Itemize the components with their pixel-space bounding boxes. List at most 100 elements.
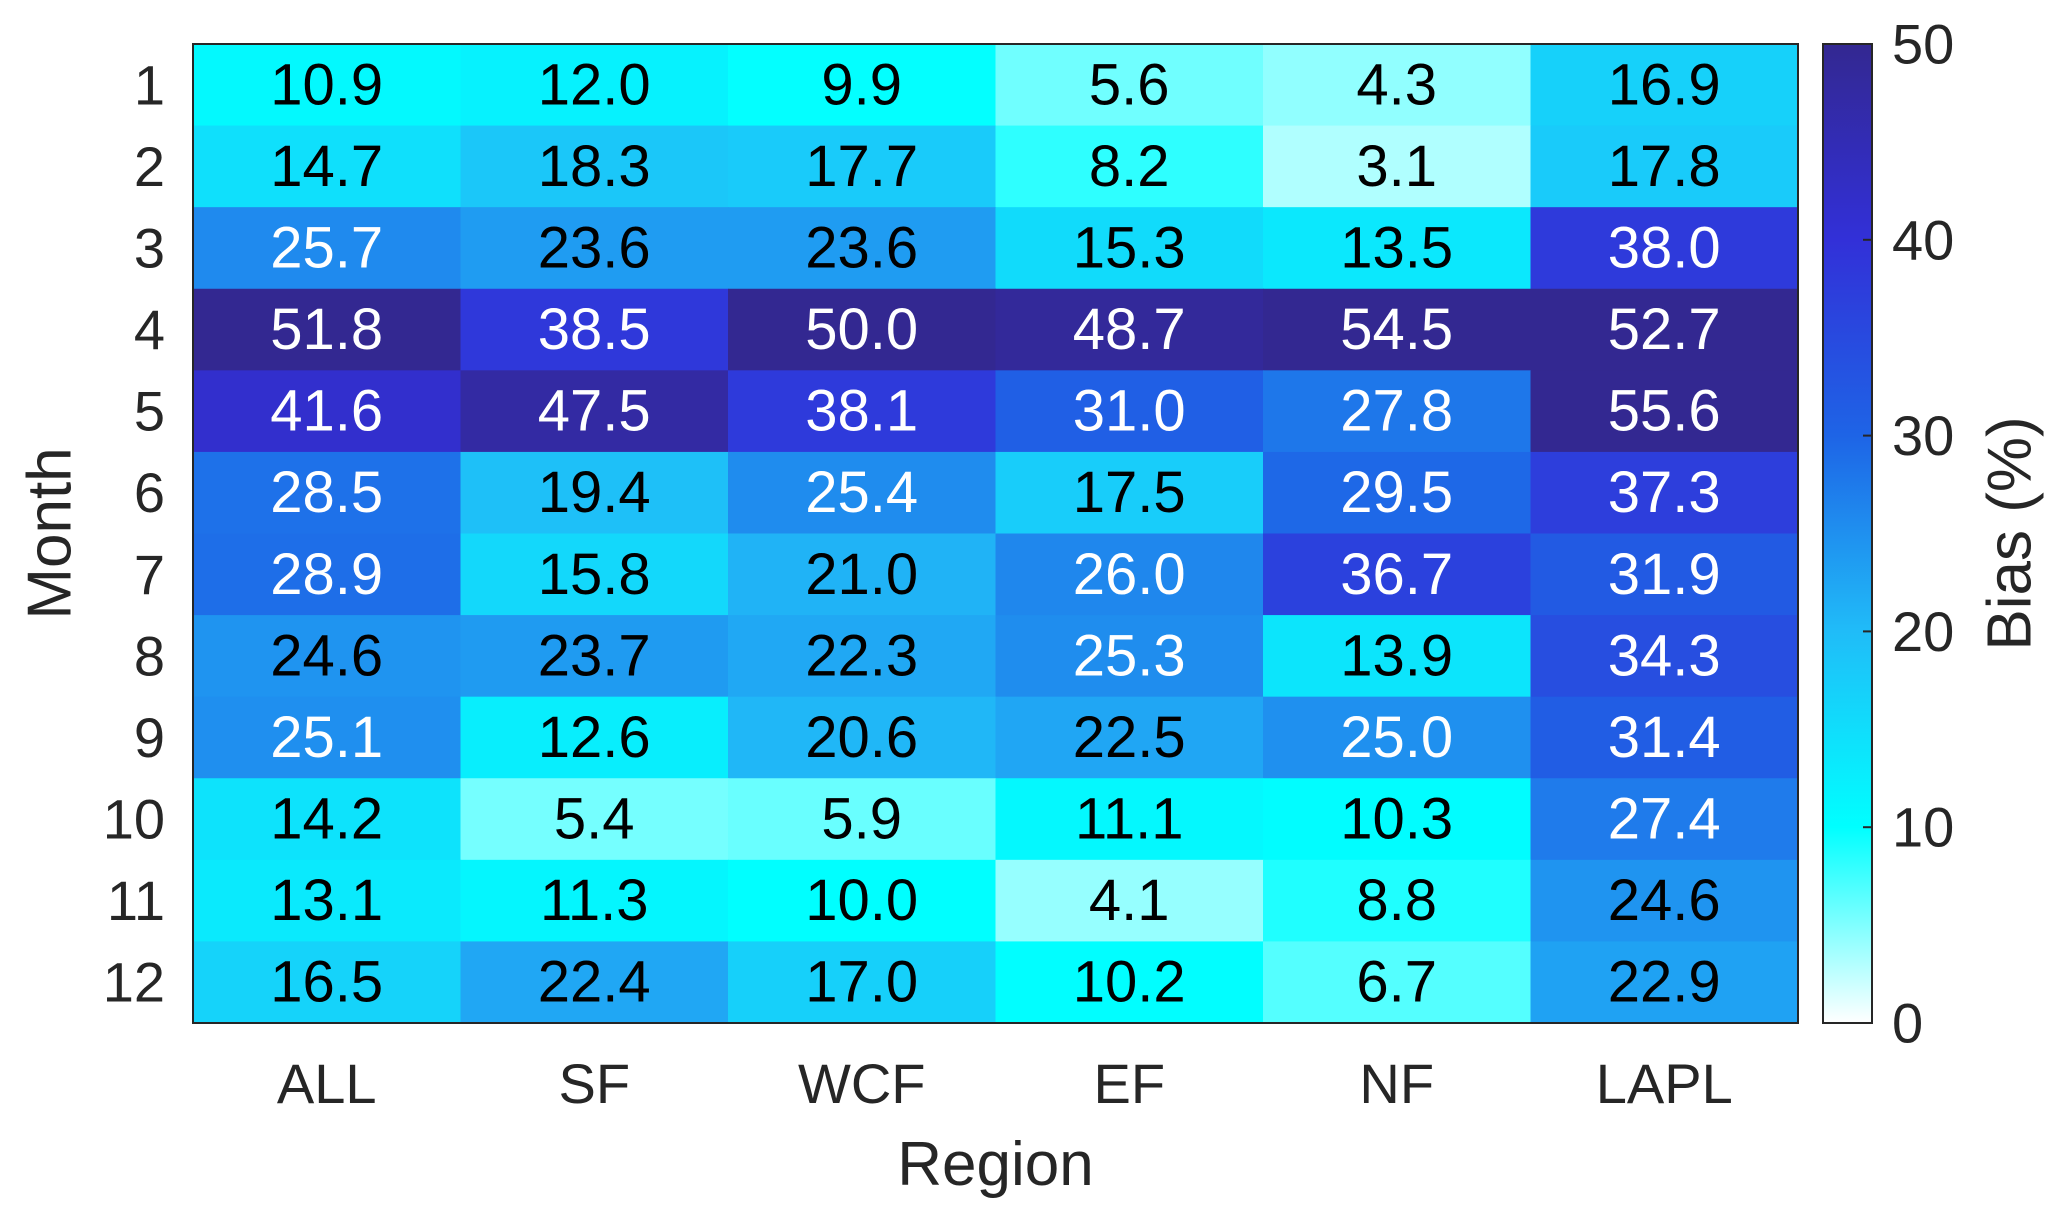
- cell-value-label: 17.8: [1608, 134, 1721, 199]
- heatmap-cell: [1263, 44, 1532, 127]
- heatmap-cell: [995, 533, 1264, 616]
- cell-value-label: 22.3: [805, 623, 918, 688]
- heatmap-cell: [728, 370, 997, 453]
- cell-value-label: 16.5: [270, 950, 383, 1015]
- cell-value-label: 8.2: [1089, 134, 1170, 199]
- heatmap-cell: [995, 859, 1264, 943]
- cell-value-label: 5.6: [1089, 52, 1170, 117]
- heatmap-cell: [1263, 288, 1532, 371]
- cell-value-label: 8.8: [1356, 868, 1437, 933]
- heatmap-cell: [460, 615, 729, 698]
- x-tick-label: EF: [1093, 1052, 1165, 1115]
- heatmap-cell: [460, 451, 729, 535]
- y-tick-label: 1: [134, 53, 165, 116]
- heatmap-cell: [460, 125, 729, 208]
- heatmap-cell: [1530, 533, 1799, 616]
- heatmap-cell: [460, 859, 729, 943]
- y-tick-label: 4: [134, 298, 165, 361]
- colorbar-tick-label: 0: [1892, 992, 1923, 1055]
- heatmap-cell: [728, 451, 997, 535]
- heatmap-cell: [995, 451, 1264, 535]
- cell-value-label: 15.3: [1073, 215, 1186, 280]
- heatmap-cell: [193, 125, 462, 208]
- cell-value-label: 13.5: [1340, 215, 1453, 280]
- heatmap-cell: [460, 370, 729, 453]
- heatmap-cell: [728, 44, 997, 127]
- cell-value-label: 4.3: [1356, 52, 1437, 117]
- cell-value-label: 27.8: [1340, 379, 1453, 444]
- y-tick-label: 9: [134, 706, 165, 769]
- cell-value-label: 22.5: [1073, 705, 1186, 770]
- heatmap-cell: [1530, 288, 1799, 371]
- heatmap-cell: [1263, 451, 1532, 535]
- cell-value-label: 12.0: [538, 52, 651, 117]
- heatmap-cell: [728, 288, 997, 371]
- heatmap-cell: [995, 125, 1264, 208]
- heatmap-cell: [995, 44, 1264, 127]
- heatmap-cell: [1263, 778, 1532, 861]
- heatmap-cell: [193, 451, 462, 535]
- x-tick-label: LAPL: [1596, 1052, 1733, 1115]
- cell-value-label: 10.3: [1340, 787, 1453, 852]
- heatmap-cell: [728, 207, 997, 290]
- cell-value-label: 22.9: [1608, 950, 1721, 1015]
- cell-value-label: 24.6: [270, 623, 383, 688]
- y-tick-label: 10: [103, 788, 165, 851]
- y-tick-label: 7: [134, 543, 165, 606]
- heatmap-cell: [193, 615, 462, 698]
- colorbar-label: Bias (%): [1976, 416, 2045, 650]
- y-tick-label: 2: [134, 135, 165, 198]
- cell-value-label: 13.1: [270, 868, 383, 933]
- heatmap-cell: [193, 207, 462, 290]
- cell-value-label: 31.0: [1073, 379, 1186, 444]
- cell-value-label: 19.4: [538, 460, 651, 525]
- cell-value-label: 38.5: [538, 297, 651, 362]
- colorbar-tick-label: 20: [1892, 600, 1954, 663]
- heatmap-cell: [1263, 125, 1532, 208]
- heatmap-cell: [193, 859, 462, 943]
- heatmap-cell: [1530, 44, 1799, 127]
- heatmap-cell: [728, 696, 997, 779]
- heatmap-cell-labels: 10.9 12.0 9.9 5.6 4.3 16.9 14.7 18.3 17.7 8.2 3.1 1…: [270, 52, 1720, 1014]
- cell-value-label: 25.3: [1073, 623, 1186, 688]
- heatmap-cell: [995, 207, 1264, 290]
- cell-value-label: 16.9: [1608, 52, 1721, 117]
- cell-value-label: 34.3: [1608, 623, 1721, 688]
- heatmap-cell: [193, 533, 462, 616]
- cell-value-label: 22.4: [538, 950, 651, 1015]
- cell-value-label: 47.5: [538, 379, 651, 444]
- heatmap-cell: [1530, 207, 1799, 290]
- heatmap-cell: [995, 288, 1264, 371]
- y-tick-label: 8: [134, 624, 165, 687]
- heatmap-cell: [1530, 778, 1799, 861]
- heatmap-cell: [728, 533, 997, 616]
- x-axis-ticks: ALL SF WCF EF NF LAPL: [277, 1052, 1733, 1115]
- cell-value-label: 28.9: [270, 542, 383, 607]
- colorbar-tick-label: 30: [1892, 404, 1954, 467]
- heatmap-cell: [460, 778, 729, 861]
- cell-value-label: 23.6: [805, 215, 918, 280]
- heatmap-cell: [1263, 615, 1532, 698]
- cell-value-label: 10.9: [270, 52, 383, 117]
- cell-value-label: 51.8: [270, 297, 383, 362]
- cell-value-label: 5.4: [554, 787, 635, 852]
- y-tick-label: 3: [134, 216, 165, 279]
- x-tick-label: ALL: [277, 1052, 377, 1115]
- heatmap-cell: [193, 778, 462, 861]
- cell-value-label: 36.7: [1340, 542, 1453, 607]
- cell-value-label: 27.4: [1608, 787, 1721, 852]
- cell-value-label: 21.0: [805, 542, 918, 607]
- y-tick-label: 11: [107, 869, 165, 932]
- cell-value-label: 55.6: [1608, 379, 1721, 444]
- heatmap-cell: [460, 941, 729, 1024]
- heatmap-cell: [1263, 533, 1532, 616]
- cell-value-label: 24.6: [1608, 868, 1721, 933]
- cell-value-label: 26.0: [1073, 542, 1186, 607]
- cell-value-label: 17.5: [1073, 460, 1186, 525]
- cell-value-label: 29.5: [1340, 460, 1453, 525]
- colorbar-scale: [1822, 43, 1873, 1024]
- x-tick-label: WCF: [798, 1052, 926, 1115]
- heatmap-cell: [1530, 859, 1799, 943]
- cell-value-label: 14.2: [270, 787, 383, 852]
